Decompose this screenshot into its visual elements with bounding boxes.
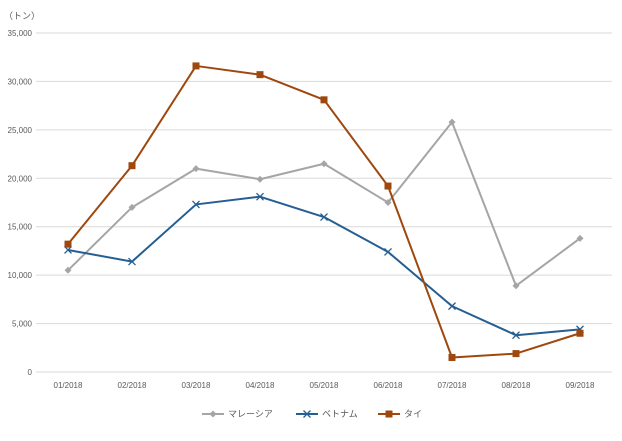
legend: マレーシア ベトナム タイ <box>202 409 422 419</box>
series <box>64 62 584 361</box>
unit-label: （トン） <box>4 11 40 21</box>
series-0 <box>64 118 584 290</box>
data-point <box>256 175 264 183</box>
data-point <box>576 234 584 242</box>
x-tick-label: 09/2018 <box>566 381 595 390</box>
data-point <box>384 247 392 256</box>
x-axis-ticks: 01/2018 02/2018 03/2018 04/2018 05/2018 06/20… <box>54 381 595 390</box>
y-axis-ticks: 0 5,000 10,000 15,000 20,000 25,000 30,000 35,0… <box>8 29 33 377</box>
legend-marker <box>209 410 217 418</box>
y-tick-label: 10,000 <box>8 271 33 280</box>
data-point <box>192 62 200 70</box>
data-point <box>64 266 72 274</box>
legend-label: タイ <box>404 409 422 419</box>
data-point <box>320 160 328 168</box>
legend-marker <box>385 410 393 418</box>
data-point <box>192 200 200 209</box>
y-tick-label: 35,000 <box>8 29 33 38</box>
series-line <box>67 64 581 359</box>
x-tick-label: 01/2018 <box>54 381 83 390</box>
data-point <box>320 213 328 221</box>
data-point <box>256 192 264 201</box>
data-point <box>256 71 264 79</box>
y-tick-label: 15,000 <box>8 223 33 232</box>
data-point <box>448 353 456 361</box>
x-tick-label: 05/2018 <box>310 381 339 390</box>
legend-label: マレーシア <box>228 409 273 419</box>
x-tick-label: 02/2018 <box>118 381 147 390</box>
y-tick-label: 5,000 <box>12 320 33 329</box>
x-tick-label: 03/2018 <box>182 381 211 390</box>
data-point <box>192 165 200 173</box>
data-point <box>512 331 520 340</box>
data-point <box>512 282 520 290</box>
x-tick-label: 08/2018 <box>502 381 531 390</box>
series-1 <box>64 192 584 340</box>
y-tick-label: 25,000 <box>8 126 33 135</box>
y-tick-label: 30,000 <box>8 77 33 86</box>
grid <box>36 32 612 373</box>
legend-label: ベトナム <box>322 409 358 419</box>
data-point <box>384 182 392 190</box>
y-tick-label: 20,000 <box>8 174 33 183</box>
legend-marker <box>303 410 311 418</box>
data-point <box>64 240 72 248</box>
data-point <box>320 96 328 104</box>
data-point <box>512 350 520 358</box>
data-point <box>128 257 136 266</box>
data-point <box>384 199 392 206</box>
legend-item: マレーシア <box>202 409 273 419</box>
x-tick-label: 07/2018 <box>438 381 467 390</box>
x-tick-label: 06/2018 <box>374 381 403 390</box>
y-tick-label: 0 <box>28 368 33 377</box>
data-point <box>576 329 584 337</box>
x-tick-label: 04/2018 <box>246 381 275 390</box>
series-2 <box>64 62 584 361</box>
data-point <box>128 203 136 211</box>
data-point <box>128 162 136 170</box>
legend-item: ベトナム <box>296 409 358 419</box>
data-point <box>448 118 456 126</box>
legend-item: タイ <box>378 409 422 419</box>
data-point <box>448 302 456 311</box>
